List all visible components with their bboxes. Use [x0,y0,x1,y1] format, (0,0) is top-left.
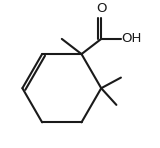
Text: O: O [96,2,106,15]
Text: OH: OH [122,32,142,45]
